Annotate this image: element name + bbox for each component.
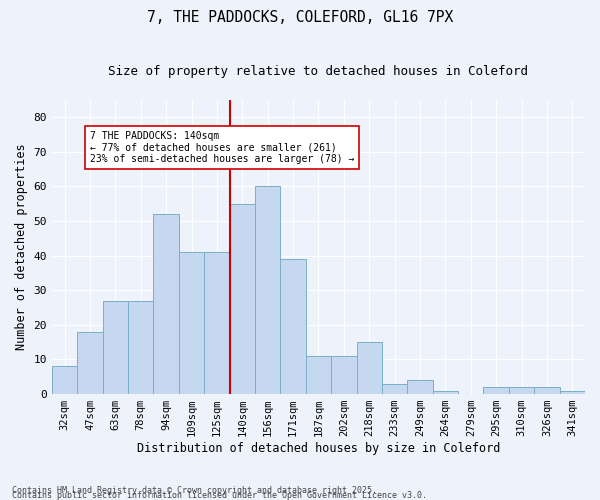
Bar [128, 300, 154, 394]
Text: 7 THE PADDOCKS: 140sqm
← 77% of detached houses are smaller (261)
23% of semi-de: 7 THE PADDOCKS: 140sqm ← 77% of detached… [90, 131, 355, 164]
Bar [356, 342, 382, 394]
Title: Size of property relative to detached houses in Coleford: Size of property relative to detached ho… [109, 65, 529, 78]
Bar [204, 252, 230, 394]
Bar [433, 390, 458, 394]
Bar [534, 387, 560, 394]
Bar [331, 356, 356, 394]
Bar [560, 390, 585, 394]
Bar [77, 332, 103, 394]
Text: 7, THE PADDOCKS, COLEFORD, GL16 7PX: 7, THE PADDOCKS, COLEFORD, GL16 7PX [147, 10, 453, 25]
Bar [179, 252, 204, 394]
X-axis label: Distribution of detached houses by size in Coleford: Distribution of detached houses by size … [137, 442, 500, 455]
Bar [52, 366, 77, 394]
Bar [230, 204, 255, 394]
Y-axis label: Number of detached properties: Number of detached properties [15, 144, 28, 350]
Bar [407, 380, 433, 394]
Bar [484, 387, 509, 394]
Bar [382, 384, 407, 394]
Bar [103, 300, 128, 394]
Bar [280, 259, 306, 394]
Text: Contains public sector information licensed under the Open Government Licence v3: Contains public sector information licen… [12, 491, 427, 500]
Bar [306, 356, 331, 394]
Bar [509, 387, 534, 394]
Text: Contains HM Land Registry data © Crown copyright and database right 2025.: Contains HM Land Registry data © Crown c… [12, 486, 377, 495]
Bar [154, 214, 179, 394]
Bar [255, 186, 280, 394]
